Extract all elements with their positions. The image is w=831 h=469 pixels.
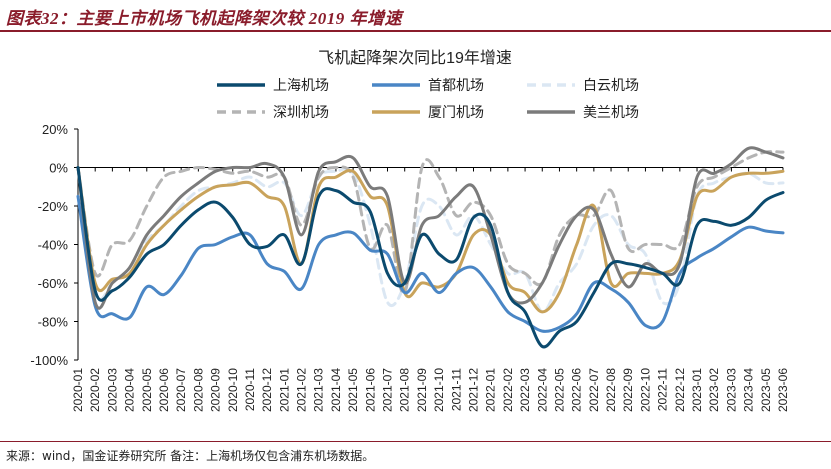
legend-label: 深圳机场 (273, 104, 329, 120)
x-tick-label: 2022-10 (638, 368, 652, 412)
x-tick-label: 2023-06 (776, 368, 790, 412)
x-axis: 2020-01 2020-02 2020-03 2020-04 2020-05 2020-… (71, 167, 790, 412)
x-tick-label: 2023-05 (759, 368, 773, 412)
x-tick-label: 2021-03 (312, 368, 326, 412)
x-tick-label: 2023-03 (724, 368, 738, 412)
x-tick-label: 2021-08 (398, 368, 412, 412)
x-tick-label: 2022-04 (535, 368, 549, 412)
x-tick-label: 2023-02 (707, 368, 721, 412)
plot-area (76, 146, 785, 349)
x-tick-label: 2021-04 (329, 368, 343, 412)
legend-label: 首都机场 (428, 77, 484, 93)
legend-label: 厦门机场 (428, 104, 484, 120)
x-tick-label: 2022-05 (552, 368, 566, 412)
y-tick-label: -40% (38, 238, 69, 253)
x-tick-label: 2022-01 (484, 368, 498, 412)
series-line-0 (76, 166, 785, 349)
legend-label: 白云机场 (583, 77, 639, 93)
x-tick-label: 2020-12 (260, 368, 274, 412)
x-tick-label: 2020-05 (140, 368, 154, 412)
report-footer: 来源：wind，国金证券研究所 备注：上海机场仅包含浦东机场数据。 (0, 441, 831, 469)
x-tick-label: 2020-09 (209, 368, 223, 412)
x-tick-label: 2022-12 (673, 368, 687, 412)
source-note: 来源：wind，国金证券研究所 备注：上海机场仅包含浦东机场数据。 (6, 449, 375, 463)
x-tick-label: 2022-02 (501, 368, 515, 412)
series-line-3 (76, 150, 785, 295)
x-tick-label: 2021-01 (277, 368, 291, 412)
y-tick-label: -60% (38, 276, 69, 291)
x-tick-label: 2020-06 (157, 368, 171, 412)
legend-label: 上海机场 (273, 77, 329, 93)
x-tick-label: 2021-11 (449, 368, 463, 411)
x-tick-label: 2022-06 (570, 368, 584, 412)
x-tick-label: 2020-10 (226, 368, 240, 412)
y-tick-label: 20% (42, 122, 68, 137)
x-tick-label: 2021-07 (381, 368, 395, 412)
x-tick-label: 2021-12 (466, 368, 480, 412)
x-tick-label: 2022-03 (518, 368, 532, 412)
y-tick-label: -20% (38, 199, 69, 214)
x-tick-label: 2020-02 (88, 368, 102, 412)
figure-caption: 图表32：主要上市机场飞机起降架次较 2019 年增速 (6, 9, 402, 28)
x-tick-label: 2022-07 (587, 368, 601, 412)
y-tick-label: -80% (38, 315, 69, 330)
x-tick-label: 2022-09 (621, 368, 635, 412)
x-tick-label: 2020-01 (71, 368, 85, 412)
x-tick-label: 2021-10 (432, 368, 446, 412)
x-tick-label: 2020-08 (191, 368, 205, 412)
x-tick-label: 2022-08 (604, 368, 618, 412)
x-tick-label: 2021-09 (415, 368, 429, 412)
x-tick-label: 2023-04 (742, 368, 756, 412)
legend-label: 美兰机场 (583, 104, 639, 120)
y-tick-label: 0% (49, 161, 68, 176)
x-tick-label: 2021-05 (346, 368, 360, 412)
y-axis: 20% 0% -20% -40% -60% -80% -100% (30, 122, 79, 368)
series-line-2 (76, 166, 785, 314)
x-tick-label: 2023-01 (690, 368, 704, 412)
x-tick-label: 2022-11 (656, 368, 670, 411)
x-tick-label: 2020-04 (123, 368, 137, 412)
report-header: 图表32：主要上市机场飞机起降架次较 2019 年增速 (0, 0, 831, 32)
chart-title: 飞机起降架次同比19年增速 (318, 49, 512, 67)
x-tick-label: 2020-11 (243, 368, 257, 411)
x-tick-label: 2021-06 (363, 368, 377, 412)
x-tick-label: 2020-07 (174, 368, 188, 412)
series-line-1 (76, 194, 785, 333)
y-tick-label: -100% (30, 353, 68, 368)
x-tick-label: 2020-03 (105, 368, 119, 412)
x-tick-label: 2021-02 (295, 368, 309, 412)
